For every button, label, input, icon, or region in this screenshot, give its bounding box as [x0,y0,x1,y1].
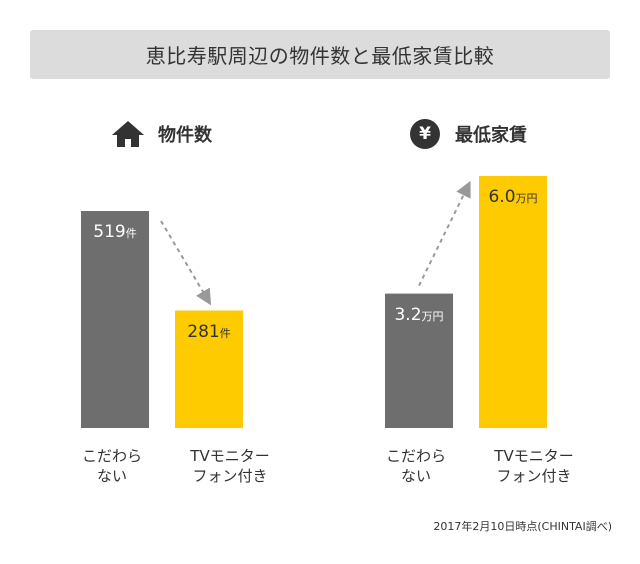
category-line: ない [96,467,127,485]
bar-rent-2 [479,176,547,428]
value-unit: 万円 [515,192,538,205]
trend-arrow-count [160,220,212,306]
bar-count-2 [175,310,243,428]
value-unit: 万円 [421,309,444,323]
chart-title: 恵比寿駅周辺の物件数と最低家賃比較 [30,30,610,79]
category-line: TVモニター [494,447,574,465]
category-label-rent-1: こだわら ない [361,446,471,486]
panel-heading-count-label: 物件数 [158,125,212,146]
category-line: こだわら [385,447,446,465]
category-label-count-1: こだわら ない [57,446,167,486]
bar-count-1 [81,211,149,428]
trend-arrow-rent [418,180,471,287]
category-line: フォン付き [496,467,572,485]
panel-heading-count: 物件数 [110,116,212,152]
value-number: 6.0 [488,187,516,207]
yen-icon: ¥ [407,116,443,152]
bar-rent-1 [385,293,453,428]
value-label-rent-1: 3.2万円 [379,304,459,328]
value-unit: 件 [125,227,137,240]
value-label-count-1: 519件 [75,221,155,245]
value-number: 3.2 [394,304,422,325]
value-label-rent-2: 6.0万円 [473,186,553,210]
category-label-rent-2: TVモニター フォン付き [479,446,589,486]
panel-heading-rent: ¥ 最低家賃 [407,116,527,152]
footnote: 2017年2月10日時点(CHINTAI調べ) [433,520,612,533]
house-icon [110,116,146,152]
yen-glyph: ¥ [410,119,440,149]
value-label-count-2: 281件 [169,321,249,345]
value-number: 281 [187,321,220,342]
category-line: TVモニター [190,447,270,465]
category-label-count-2: TVモニター フォン付き [175,446,285,486]
category-line: こだわら [81,447,142,465]
value-number: 519 [93,222,126,242]
category-line: フォン付き [192,467,268,485]
category-line: ない [400,467,431,485]
panel-heading-rent-label: 最低家賃 [455,125,527,146]
value-unit: 件 [219,326,231,340]
